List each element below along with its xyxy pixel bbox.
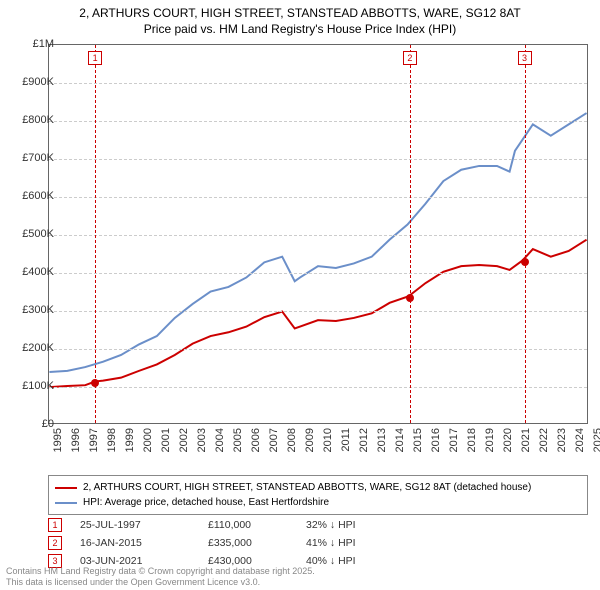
x-tick-label: 1997 xyxy=(88,428,100,452)
x-tick-label: 2010 xyxy=(322,428,334,452)
event-date-1: 25-JUL-1997 xyxy=(80,519,190,531)
x-tick-label: 2013 xyxy=(376,428,388,452)
x-tick-label: 1996 xyxy=(70,428,82,452)
footer-line-1: Contains HM Land Registry data © Crown c… xyxy=(6,566,315,577)
event-table: 1 25-JUL-1997 £110,000 32% ↓ HPI 2 16-JA… xyxy=(48,516,396,570)
x-tick-label: 2025 xyxy=(592,428,600,452)
x-tick-label: 2022 xyxy=(538,428,550,452)
marker-box-3: 3 xyxy=(518,51,532,65)
footer: Contains HM Land Registry data © Crown c… xyxy=(6,566,315,588)
legend: 2, ARTHURS COURT, HIGH STREET, STANSTEAD… xyxy=(48,475,588,515)
marker-dot-2 xyxy=(406,294,414,302)
y-tick-label: £400K xyxy=(22,266,54,278)
x-tick-label: 2011 xyxy=(340,428,352,452)
x-tick-label: 2000 xyxy=(142,428,154,452)
event-diff-2: 41% ↓ HPI xyxy=(306,537,396,549)
chart-title: 2, ARTHURS COURT, HIGH STREET, STANSTEAD… xyxy=(0,0,600,37)
x-tick-label: 2017 xyxy=(448,428,460,452)
marker-line-3 xyxy=(525,45,526,423)
event-marker-2: 2 xyxy=(48,536,62,550)
series-price_paid xyxy=(49,240,586,387)
x-tick-label: 2023 xyxy=(556,428,568,452)
legend-item-price-paid: 2, ARTHURS COURT, HIGH STREET, STANSTEAD… xyxy=(55,480,581,495)
event-row-1: 1 25-JUL-1997 £110,000 32% ↓ HPI xyxy=(48,516,396,534)
x-tick-label: 2004 xyxy=(214,428,226,452)
x-tick-label: 2006 xyxy=(250,428,262,452)
event-price-2: £335,000 xyxy=(208,537,288,549)
x-tick-label: 1999 xyxy=(124,428,136,452)
y-tick-label: £200K xyxy=(22,342,54,354)
x-tick-label: 2015 xyxy=(412,428,424,452)
legend-swatch-price-paid xyxy=(55,487,77,489)
x-tick-label: 2008 xyxy=(286,428,298,452)
event-diff-3: 40% ↓ HPI xyxy=(306,555,396,567)
legend-label-hpi: HPI: Average price, detached house, East… xyxy=(83,495,329,510)
series-hpi xyxy=(49,113,586,372)
y-tick-label: £600K xyxy=(22,190,54,202)
event-row-2: 2 16-JAN-2015 £335,000 41% ↓ HPI xyxy=(48,534,396,552)
x-tick-label: 1995 xyxy=(52,428,64,452)
event-date-2: 16-JAN-2015 xyxy=(80,537,190,549)
plot-area: 1 2 3 xyxy=(48,44,588,424)
marker-dot-3 xyxy=(521,258,529,266)
x-tick-label: 2024 xyxy=(574,428,586,452)
y-tick-label: £300K xyxy=(22,304,54,316)
chart-container: 2, ARTHURS COURT, HIGH STREET, STANSTEAD… xyxy=(0,0,600,590)
legend-item-hpi: HPI: Average price, detached house, East… xyxy=(55,495,581,510)
x-tick-label: 2001 xyxy=(160,428,172,452)
event-date-3: 03-JUN-2021 xyxy=(80,555,190,567)
title-line-2: Price paid vs. HM Land Registry's House … xyxy=(0,22,600,38)
event-diff-1: 32% ↓ HPI xyxy=(306,519,396,531)
y-tick-label: £1M xyxy=(33,38,54,50)
marker-box-1: 1 xyxy=(88,51,102,65)
marker-line-2 xyxy=(410,45,411,423)
marker-dot-1 xyxy=(91,379,99,387)
x-tick-label: 2014 xyxy=(394,428,406,452)
x-tick-label: 2018 xyxy=(466,428,478,452)
x-tick-label: 2002 xyxy=(178,428,190,452)
x-tick-label: 2016 xyxy=(430,428,442,452)
x-tick-label: 2003 xyxy=(196,428,208,452)
y-tick-label: £900K xyxy=(22,76,54,88)
line-series-svg xyxy=(49,45,587,423)
x-tick-label: 2020 xyxy=(502,428,514,452)
y-tick-label: £100K xyxy=(22,380,54,392)
x-tick-label: 2021 xyxy=(520,428,532,452)
x-tick-label: 2007 xyxy=(268,428,280,452)
x-tick-label: 2009 xyxy=(304,428,316,452)
title-line-1: 2, ARTHURS COURT, HIGH STREET, STANSTEAD… xyxy=(0,6,600,22)
event-price-3: £430,000 xyxy=(208,555,288,567)
event-marker-1: 1 xyxy=(48,518,62,532)
legend-label-price-paid: 2, ARTHURS COURT, HIGH STREET, STANSTEAD… xyxy=(83,480,531,495)
y-tick-label: £500K xyxy=(22,228,54,240)
x-tick-label: 1998 xyxy=(106,428,118,452)
legend-swatch-hpi xyxy=(55,502,77,504)
x-tick-label: 2012 xyxy=(358,428,370,452)
x-tick-label: 2019 xyxy=(484,428,496,452)
y-tick-label: £800K xyxy=(22,114,54,126)
y-tick-label: £700K xyxy=(22,152,54,164)
marker-line-1 xyxy=(95,45,96,423)
x-tick-label: 2005 xyxy=(232,428,244,452)
event-price-1: £110,000 xyxy=(208,519,288,531)
marker-box-2: 2 xyxy=(403,51,417,65)
footer-line-2: This data is licensed under the Open Gov… xyxy=(6,577,315,588)
